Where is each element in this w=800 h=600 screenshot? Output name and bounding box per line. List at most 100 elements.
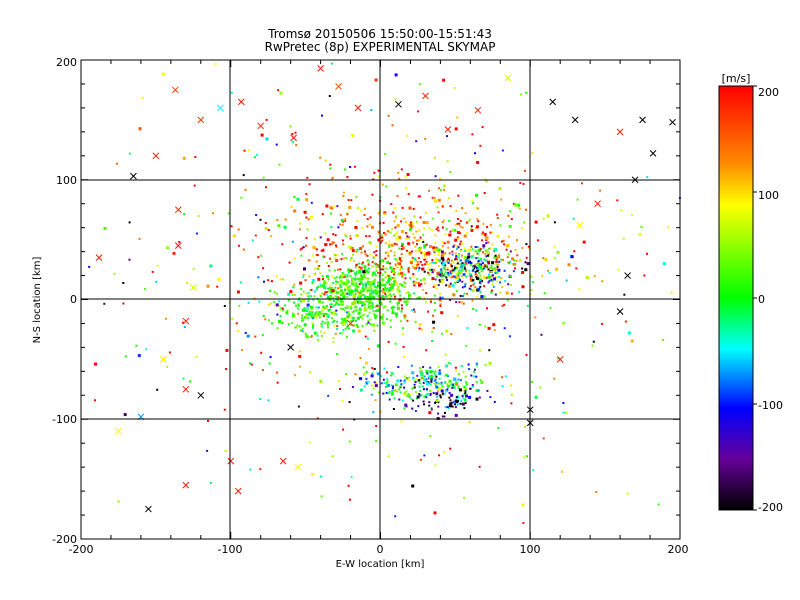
scatter-point [410, 309, 413, 312]
scatter-point [255, 214, 258, 217]
scatter-point [366, 300, 369, 303]
scatter-point [342, 281, 346, 285]
scatter-point [401, 284, 404, 287]
scatter-point [464, 283, 467, 286]
scatter-point [237, 330, 239, 332]
scatter-point [365, 323, 368, 326]
scatter-point [423, 378, 427, 382]
scatter-point [306, 176, 309, 179]
scatter-point [391, 285, 394, 289]
scatter-point [216, 285, 219, 288]
scatter-point [523, 221, 526, 224]
scatter-point [413, 257, 417, 261]
scatter-point [364, 253, 367, 256]
scatter-point [328, 95, 331, 97]
scatter-point [375, 269, 378, 272]
scatter-point [336, 325, 339, 328]
scatter-point [526, 455, 528, 458]
scatter-point [353, 165, 356, 168]
colorbar-tick-label: 0 [758, 293, 765, 306]
scatter-point [359, 266, 363, 270]
scatter-point [332, 291, 335, 294]
scatter-point [238, 304, 241, 307]
scatter-point [482, 246, 485, 249]
scatter-point [456, 279, 459, 282]
scatter-point [331, 455, 334, 458]
scatter-point [341, 399, 344, 402]
scatter-point [344, 234, 347, 236]
scatter-point [276, 381, 279, 384]
scatter-point [316, 286, 318, 289]
scatter-point [409, 277, 412, 280]
scatter-point [463, 247, 466, 250]
scatter-point [305, 198, 309, 202]
scatter-point [386, 383, 390, 387]
scatter-point [402, 345, 405, 348]
scatter-point [396, 288, 400, 292]
scatter-point [460, 365, 463, 367]
scatter-point [457, 217, 459, 220]
scatter-point [502, 258, 504, 261]
scatter-point [418, 296, 422, 300]
scatter-point [435, 228, 438, 231]
scatter-point [342, 295, 346, 299]
scatter-point [292, 240, 294, 243]
scatter-point [444, 233, 447, 235]
scatter-point [186, 282, 189, 284]
scatter-point [436, 226, 439, 229]
scatter-point [396, 390, 398, 393]
scatter-point [224, 450, 227, 452]
scatter-point [425, 349, 428, 352]
scatter-point [307, 291, 310, 294]
scatter-point [302, 290, 305, 293]
scatter-point [347, 484, 350, 487]
scatter-point [406, 235, 409, 238]
scatter-point [477, 267, 480, 270]
scatter-point [484, 325, 487, 328]
scatter-point [415, 391, 417, 393]
scatter-point [166, 246, 170, 250]
scatter-point [182, 377, 185, 380]
scatter-point [567, 263, 571, 267]
scatter-point [288, 261, 291, 264]
scatter-point [450, 259, 453, 262]
scatter-point [412, 280, 415, 283]
scatter-point [305, 216, 308, 219]
scatter-point [437, 387, 440, 390]
scatter-point [437, 198, 441, 202]
scatter-point [355, 282, 358, 285]
x-marker [290, 134, 297, 142]
scatter-point [325, 204, 329, 208]
scatter-point [355, 271, 358, 273]
scatter-point [448, 404, 452, 408]
scatter-point [223, 305, 226, 307]
scatter-point [339, 268, 342, 271]
scatter-point [453, 275, 456, 278]
scatter-point [491, 274, 494, 277]
scatter-point [240, 196, 243, 199]
scatter-point [307, 300, 310, 303]
chart-title: Tromsø 20150506 15:50:00-15:51:43 [267, 27, 492, 41]
scatter-point [313, 290, 316, 293]
scatter-point [491, 283, 494, 286]
scatter-point [415, 263, 418, 266]
scatter-point [371, 367, 374, 370]
scatter-point [347, 280, 350, 283]
scatter-point [332, 297, 335, 300]
scatter-point [357, 291, 360, 294]
scatter-point [386, 251, 390, 255]
scatter-point [381, 273, 384, 276]
scatter-point [302, 273, 305, 276]
scatter-point [400, 245, 403, 248]
scatter-point [501, 286, 504, 289]
scatter-point [473, 282, 476, 285]
scatter-point [338, 286, 341, 289]
scatter-point [454, 369, 457, 372]
x-marker [444, 126, 452, 133]
scatter-point [324, 307, 327, 310]
scatter-point [399, 267, 402, 269]
scatter-point [421, 252, 424, 255]
scatter-point [375, 314, 378, 317]
scatter-point [393, 251, 396, 254]
x-tick-label: 200 [668, 543, 689, 556]
